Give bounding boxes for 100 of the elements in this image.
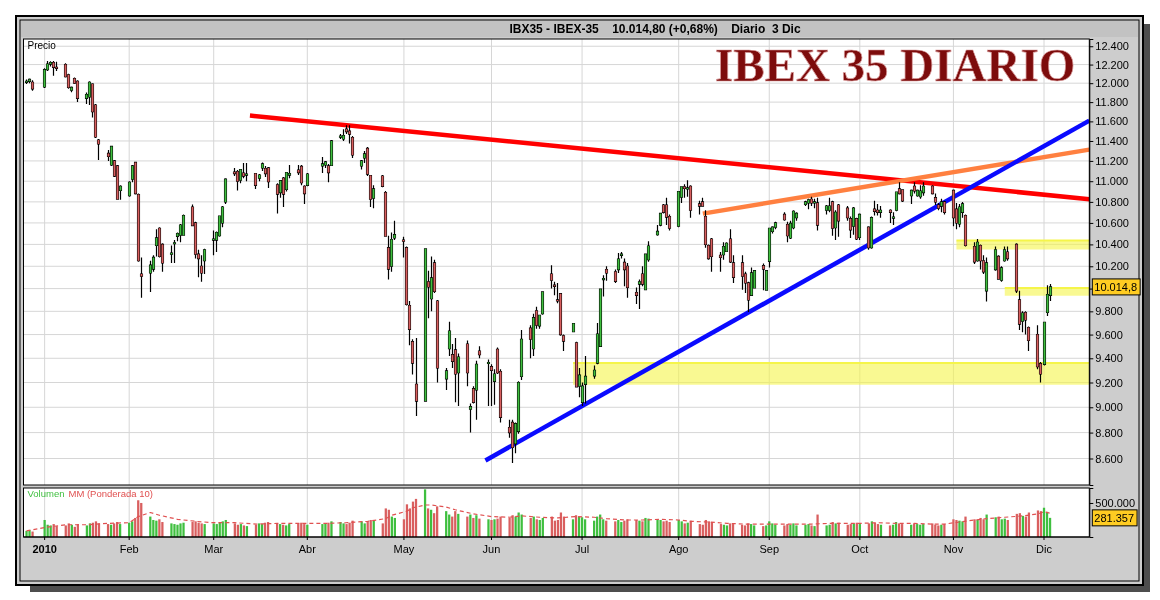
bar	[665, 520, 668, 537]
bar	[795, 525, 798, 537]
candlestick	[836, 203, 841, 238]
candlestick	[1014, 242, 1019, 294]
x-tick-label: May	[393, 543, 415, 555]
bar	[191, 522, 194, 537]
candlestick	[918, 184, 923, 200]
y-tick-label: 10.600	[1095, 216, 1129, 229]
candlestick	[957, 203, 962, 228]
y-tick-label: 11.400	[1095, 134, 1129, 147]
y-tick-label: 9.600	[1095, 328, 1123, 341]
candlestick	[453, 337, 458, 403]
chart-title: IBEX 35 DIARIO	[714, 39, 1076, 91]
candlestick	[709, 237, 714, 273]
candlestick	[851, 206, 856, 236]
bar	[170, 523, 173, 537]
bar	[25, 530, 28, 537]
candlestick	[172, 239, 177, 264]
candlestick	[583, 355, 588, 405]
y-tick-label: 10.400	[1095, 238, 1129, 251]
bar	[952, 519, 955, 537]
bar	[176, 524, 179, 537]
candlestick	[338, 133, 343, 140]
candlestick	[169, 244, 174, 264]
candlestick	[1002, 245, 1007, 263]
candlestick	[942, 200, 947, 216]
candlestick	[106, 149, 111, 162]
bar	[348, 522, 351, 537]
candlestick	[815, 197, 820, 231]
candlestick	[241, 162, 246, 179]
y-tick-label: 500.000	[1095, 496, 1136, 509]
candlestick	[872, 200, 877, 217]
candlestick	[782, 211, 787, 222]
bar	[961, 521, 964, 537]
candlestick	[592, 364, 597, 380]
candlestick	[423, 248, 428, 402]
x-tick-label: Sep	[759, 543, 780, 555]
candlestick	[972, 241, 977, 265]
x-tick-label: Dic	[1036, 543, 1053, 555]
y-tick-label: 12.400	[1095, 40, 1129, 53]
candlestick	[444, 367, 449, 391]
candlestick	[875, 203, 880, 217]
candlestick	[857, 212, 862, 241]
y-tick-label: 11.000	[1095, 175, 1129, 188]
x-tick-label: Ago	[668, 543, 689, 555]
candlestick	[223, 177, 228, 205]
y-tick-label: 12.000	[1095, 77, 1129, 90]
candlestick	[625, 262, 630, 299]
bar	[644, 517, 647, 537]
bar	[351, 520, 354, 537]
candlestick	[275, 182, 280, 215]
candlestick	[773, 221, 778, 230]
bar	[182, 522, 185, 537]
candlestick	[891, 211, 896, 226]
candlestick	[676, 190, 681, 228]
x-tick-label: 2010	[32, 543, 57, 555]
candlestick	[380, 174, 385, 188]
candlestick	[767, 227, 772, 268]
candlestick	[1017, 290, 1022, 331]
candlestick	[878, 205, 883, 219]
candlestick	[930, 184, 935, 196]
bar	[656, 519, 659, 537]
bar	[792, 523, 795, 537]
candlestick	[921, 181, 926, 197]
y-tick-label: 12.200	[1095, 58, 1129, 71]
bar	[647, 518, 650, 537]
chart-subtitle: IBX35 - IBEX-35 10.014,80 (+0,68%) Diario 3 Dic	[509, 22, 801, 36]
y-tick-label: 9.400	[1095, 352, 1123, 365]
candlestick	[1005, 245, 1010, 262]
candlestick	[806, 198, 811, 210]
candlestick	[978, 243, 983, 271]
candlestick	[465, 339, 470, 387]
y-tick-label: 9.200	[1095, 376, 1123, 389]
candlestick	[127, 180, 132, 198]
x-tick-label: Jul	[575, 543, 590, 555]
bar	[194, 521, 197, 537]
candlestick	[540, 290, 545, 316]
candlestick	[519, 329, 524, 381]
bar	[816, 514, 819, 537]
candlestick	[115, 164, 120, 201]
candlestick	[571, 322, 576, 333]
candlestick	[740, 254, 745, 291]
candlestick	[211, 229, 216, 256]
bar	[499, 516, 502, 537]
candlestick	[435, 299, 440, 384]
text: Volumen	[27, 488, 65, 499]
candlestick	[235, 169, 240, 192]
bar	[804, 524, 807, 537]
x-tick-label: Feb	[119, 543, 139, 555]
candlestick	[244, 162, 249, 182]
y-tick-label: 9.800	[1095, 305, 1123, 318]
candlestick	[468, 402, 473, 434]
candlestick	[341, 128, 346, 142]
y-tick-label: 11.600	[1095, 115, 1129, 128]
y-tick-label: 8.800	[1095, 426, 1123, 439]
candlestick	[299, 164, 304, 186]
y-axis-title: Precio	[27, 40, 57, 51]
candlestick	[51, 60, 56, 77]
candlestick	[984, 256, 989, 303]
candlestick	[477, 345, 482, 359]
